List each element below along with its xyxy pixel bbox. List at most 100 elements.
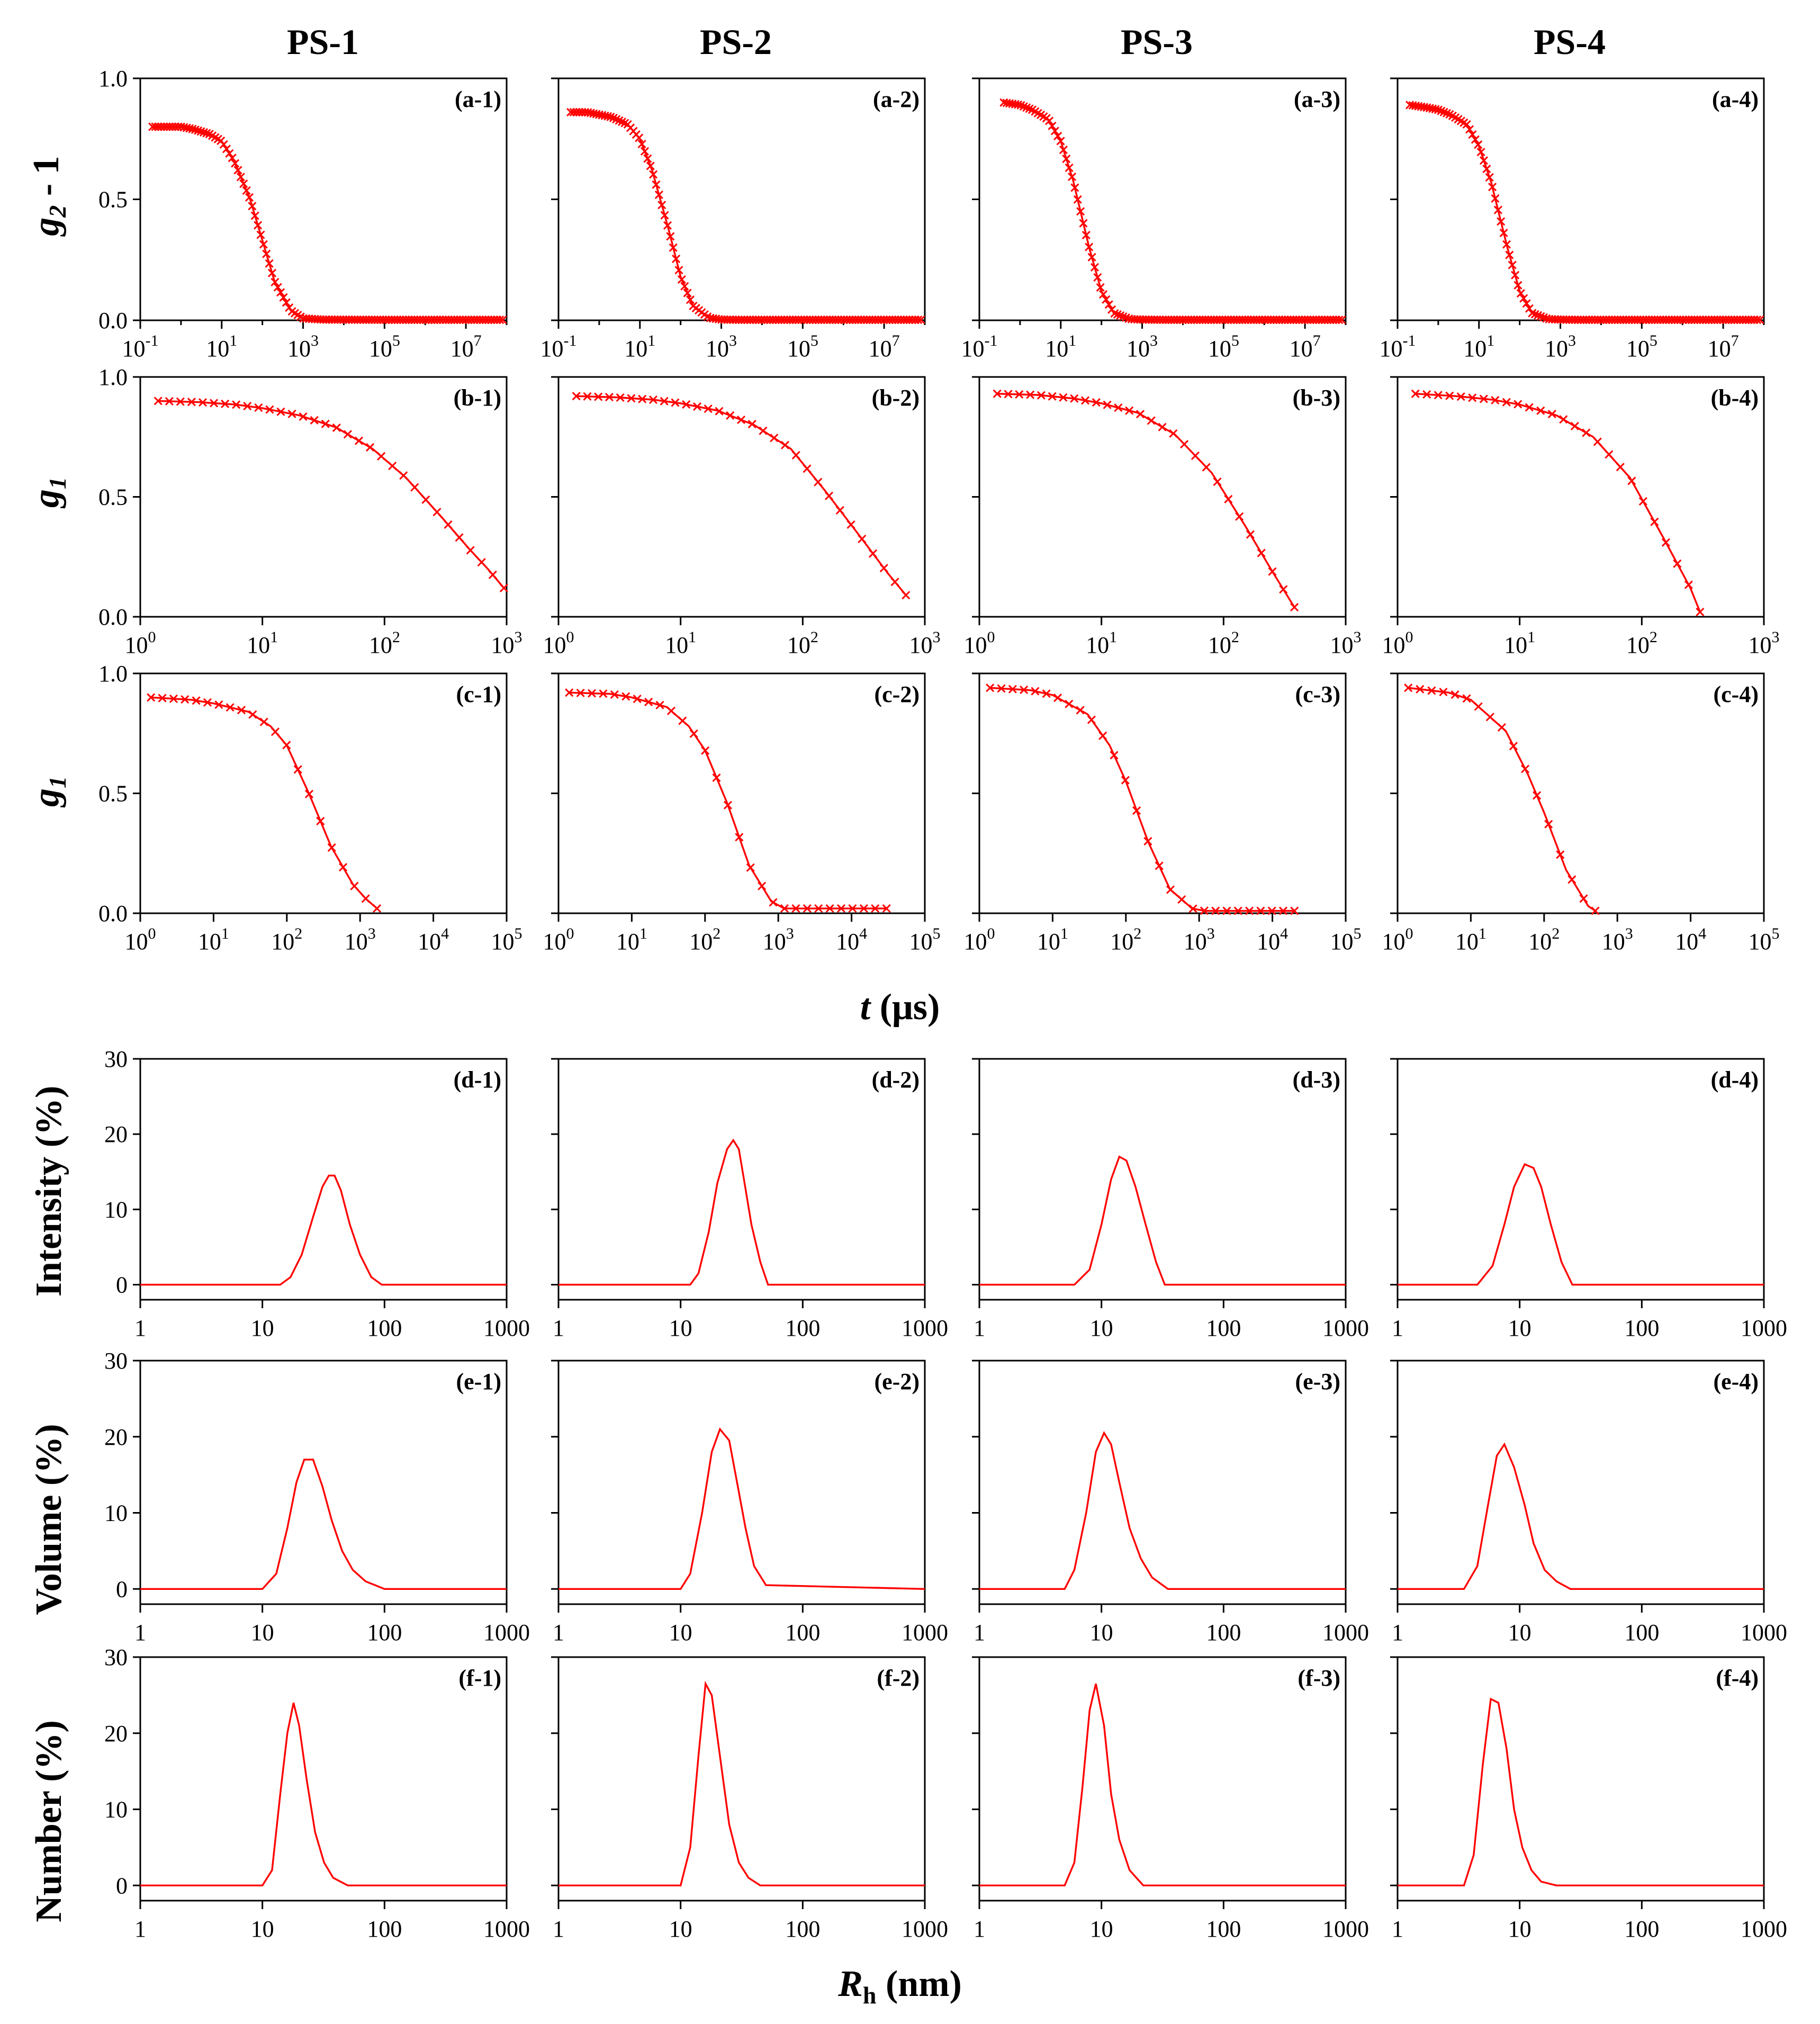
x-tick-exponent: 0 — [1405, 925, 1413, 942]
x-marker — [633, 695, 642, 704]
x-marker — [649, 170, 658, 179]
panel-label: (a-2) — [873, 86, 920, 112]
x-marker — [1090, 263, 1099, 272]
x-marker — [373, 904, 382, 913]
x-marker — [1079, 219, 1088, 228]
x-tick-exponent: -1 — [985, 332, 998, 349]
x-marker — [1505, 250, 1514, 259]
series-line — [558, 1680, 925, 1887]
x-tick-label: 103 — [763, 925, 794, 955]
x-marker — [1180, 440, 1189, 449]
x-marker — [1059, 393, 1068, 402]
x-tick-base: 10 — [1504, 632, 1527, 658]
y-tick-label: 10 — [104, 1500, 128, 1526]
x-marker — [814, 904, 823, 913]
x-tick-label: 1 — [553, 1620, 564, 1645]
x-tick-label: 101 — [206, 332, 237, 362]
x-tick-label: 1000 — [1741, 1620, 1787, 1645]
x-tick-label: 100 — [367, 1916, 402, 1942]
x-marker — [466, 546, 475, 555]
x-tick-base: 10 — [1545, 336, 1568, 362]
x-tick-exponent: -1 — [564, 332, 577, 349]
ylabel-g1b-sub: 1 — [44, 477, 71, 489]
panel-label: (b-4) — [1711, 385, 1759, 411]
x-marker — [701, 746, 710, 755]
x-marker — [1103, 400, 1112, 409]
x-tick-exponent: 2 — [392, 628, 400, 646]
x-tick-label: 102 — [1528, 925, 1560, 955]
x-tick-label: 1000 — [1322, 1620, 1369, 1645]
x-marker — [583, 392, 592, 401]
x-tick-exponent: 4 — [441, 925, 449, 942]
x-marker — [282, 741, 291, 750]
x-marker — [1102, 295, 1111, 304]
x-marker — [769, 898, 778, 907]
x-marker — [259, 240, 268, 249]
x-marker — [1638, 497, 1647, 506]
x-tick-base: 10 — [624, 336, 647, 362]
x-marker — [780, 904, 789, 913]
plot-frame — [1396, 1656, 1765, 1902]
panel-label: (e-3) — [1295, 1369, 1341, 1395]
x-marker — [1485, 713, 1494, 722]
panel-d-2: 1 10 100 1000 (d-2) — [551, 1058, 948, 1341]
y-tick-label: 10 — [104, 1197, 128, 1222]
x-tick-base: 100 — [1624, 1315, 1659, 1341]
x-tick-exponent: 0 — [987, 925, 995, 942]
panel-c-3: 100 101 102 103 104 105(c-3) — [964, 672, 1362, 955]
x-tick-exponent: 1 — [229, 332, 237, 349]
panel-label: (d-4) — [1711, 1067, 1759, 1093]
x-tick-exponent: 5 — [515, 925, 522, 942]
x-tick-label: 105 — [491, 925, 522, 955]
x-marker — [228, 154, 237, 163]
y-tick-label: 20 — [104, 1424, 128, 1450]
x-tick-label: 100 — [543, 628, 574, 658]
x-marker — [477, 557, 486, 567]
size-axis-unit: (nm) — [876, 1964, 961, 2004]
x-marker — [1188, 904, 1197, 913]
x-marker — [276, 407, 285, 416]
plot-frame — [1396, 672, 1765, 914]
x-tick-base: 10 — [763, 929, 786, 955]
x-tick-exponent: 2 — [294, 925, 302, 942]
series-line — [979, 1683, 1346, 1887]
x-marker — [455, 533, 464, 542]
x-marker — [627, 394, 636, 403]
x-tick-label: 1 — [974, 1916, 985, 1942]
x-marker — [660, 211, 669, 220]
x-marker — [1037, 391, 1046, 400]
x-marker — [1125, 406, 1134, 415]
y-tick-label: 0.0 — [98, 604, 128, 630]
x-marker — [1202, 463, 1211, 472]
x-tick-label: 103 — [1602, 925, 1633, 955]
x-tick-label: 102 — [1110, 925, 1141, 955]
y-tick-label: 1.0 — [98, 661, 128, 687]
x-marker — [250, 211, 259, 220]
x-tick-base: 1 — [553, 1620, 564, 1645]
x-tick-label: 105 — [1626, 332, 1657, 362]
x-marker — [202, 129, 211, 138]
row-ylabel-g1-c: g1 — [26, 776, 71, 808]
x-marker — [198, 398, 208, 407]
x-marker — [254, 221, 263, 230]
x-tick-base: 10 — [836, 929, 859, 955]
x-tick-label: 1000 — [1322, 1916, 1369, 1942]
x-tick-base: 10 — [1330, 632, 1354, 658]
x-tick-base: 10 — [345, 929, 368, 955]
x-marker — [803, 464, 812, 473]
column-title-ps-3: PS-3 — [1121, 22, 1193, 62]
x-tick-base: 1 — [1392, 1916, 1403, 1942]
x-marker — [1427, 686, 1436, 695]
x-marker — [736, 415, 746, 425]
x-tick-label: 1000 — [483, 1916, 530, 1942]
plot-frame — [557, 1656, 926, 1902]
x-marker — [1696, 607, 1705, 617]
x-marker — [890, 578, 899, 587]
x-tick-label: 107 — [1708, 332, 1739, 362]
x-marker — [239, 179, 248, 188]
x-tick-label: 105 — [1330, 925, 1362, 955]
x-tick-label: 10 — [251, 1916, 274, 1942]
y-tick-label: 30 — [104, 1348, 128, 1374]
x-marker — [433, 508, 442, 517]
x-marker — [1235, 512, 1244, 521]
